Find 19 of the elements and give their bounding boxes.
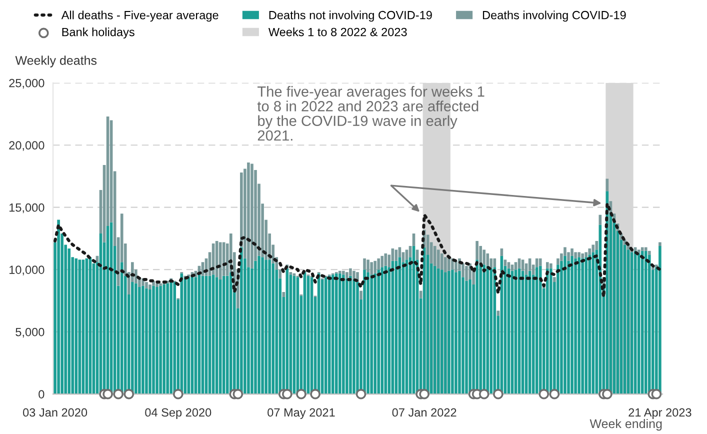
y-tick-label: 10,000	[9, 266, 44, 276]
legend-label: Deaths not involving COVID-19	[269, 10, 432, 22]
y-tick-label: 20,000	[9, 141, 44, 151]
legend-label: Weeks 1 to 8 2022 & 2023	[268, 28, 407, 36]
y-tick-label: 15,000	[9, 203, 44, 214]
x-axis-title: Week ending	[590, 418, 662, 431]
x-tick-label: 21 Apr 2023	[628, 408, 692, 419]
annotation: The five-year averages for weeks 1 to 8 in 2022 and 2023 are affected by the COVID-19 wave in early 2021.	[257, 86, 484, 141]
x-tick-label: 07 May 2021	[268, 408, 335, 419]
legend-label: Deaths involving COVID-19	[482, 10, 626, 22]
y-tick-label: 5,000	[16, 328, 44, 338]
x-tick-label: 07 Jan 2022	[392, 408, 456, 417]
legend-label: All deaths - Five-year average	[61, 10, 218, 22]
x-tick-label: 04 Sep 2020	[145, 408, 212, 419]
y-tick-label: 0	[38, 390, 44, 398]
y-axis-title: Weekly deaths	[15, 56, 97, 68]
x-tick-label: 03 Jan 2020	[23, 408, 88, 417]
legend-label: Bank holidays	[62, 28, 134, 39]
y-tick-label: 25,000	[9, 78, 44, 89]
